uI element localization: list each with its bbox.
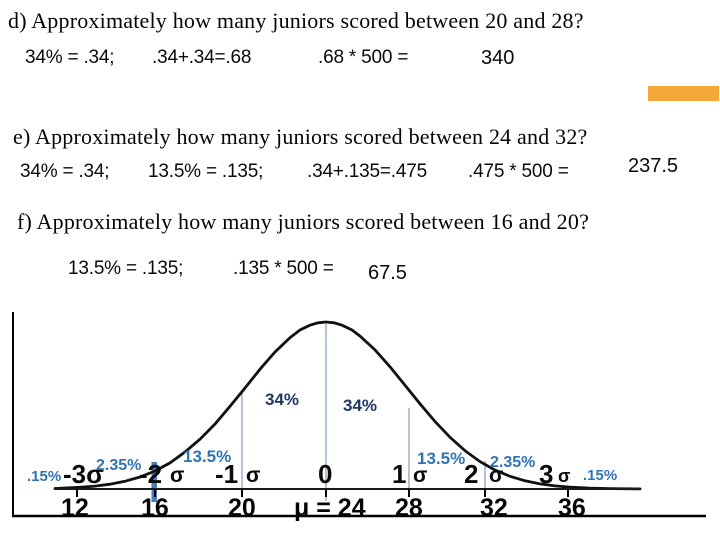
question-e-answer: 237.5 [628,155,679,177]
sigma-symbol-plus3: σ [558,466,571,486]
percent-label-left-135: 13.5% [183,447,232,466]
question-e: e) Approximately how many juniors scored… [13,124,588,149]
question-d-answer: 340 [481,47,515,69]
axis-number-mean-24: μ = 24 [294,494,366,522]
sigma-symbol-plus1: σ [413,464,428,487]
question-d: d) Approximately how many juniors scored… [8,8,584,33]
percent-label-right-135: 13.5% [417,449,466,468]
sigma-symbol-minus2: σ [170,464,185,487]
highlight-bar [648,86,719,101]
sigma-label-plus1: 1 [392,459,407,489]
sigma-label-minus3: -3σ [63,459,104,489]
sigma-label-plus3: 3 [539,459,554,489]
question-f-work-2: .135 * 500 = [233,258,334,279]
question-e-work-4: .475 * 500 = [468,161,569,182]
question-d-work-1: 34% = .34; [25,47,115,68]
axis-number-28: 28 [395,494,423,522]
percent-label-right-34: 34% [343,396,378,415]
question-f-answer: 67.5 [368,262,407,284]
percent-label-far-left: .15% [27,468,62,485]
sigma-symbol-plus2: σ [489,464,504,487]
question-d-work-3: .68 * 500 = [318,47,409,68]
axis-number-20: 20 [228,494,256,522]
question-d-work-2: .34+.34=.68 [152,47,252,68]
thick-tick-minus2sigma [151,462,157,502]
question-f-work-1: 13.5% = .135; [68,258,184,279]
question-e-work-1: 34% = .34; [20,161,110,182]
question-e-work-2: 13.5% = .135; [148,161,264,182]
sigma-label-zero: 0 [318,459,333,489]
bell-curve [53,320,642,491]
sigma-label-minus2: -2 [139,459,163,489]
question-e-work-3: .34+.135=.475 [307,161,427,182]
axis-number-16: 16 [141,494,169,522]
sigma-guide-lines [241,324,486,501]
percent-label-right-235: 2.35% [490,454,536,471]
percent-label-far-right: .15% [583,467,618,484]
axis-number-12: 12 [61,494,89,522]
axis-number-36: 36 [558,494,586,522]
percent-label-left-235: 2.35% [96,457,142,474]
axis-number-32: 32 [480,494,508,522]
percent-label-left-34: 34% [265,390,300,409]
question-f: f) Approximately how many juniors scored… [17,209,590,234]
baseline-ticks [76,489,569,497]
sigma-symbol-minus1: σ [246,464,261,487]
sigma-label-minus1: -1 [215,459,239,489]
sigma-label-plus2: 2 [464,459,479,489]
